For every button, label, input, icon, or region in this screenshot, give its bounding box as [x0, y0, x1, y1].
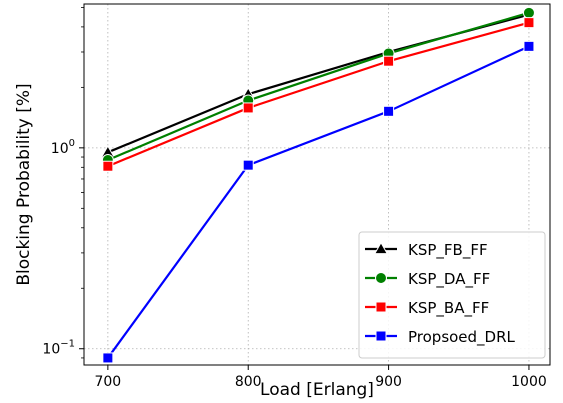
data-point — [242, 102, 254, 114]
data-point — [383, 105, 395, 117]
data-point — [522, 6, 535, 19]
x-tick-label: 700 — [94, 374, 121, 390]
series-line — [107, 21, 530, 168]
legend-label: Propsoed_DRL — [408, 328, 516, 347]
legend-label: KSP_BA_FF — [408, 299, 489, 318]
series-layer — [100, 6, 537, 364]
legend-marker — [375, 272, 387, 284]
legend-marker — [375, 301, 387, 313]
x-tick-label: 800 — [235, 374, 262, 390]
legend-box — [358, 231, 546, 359]
series-line — [107, 11, 530, 162]
legend: KSP_FB_FF KSP_DA_FF KSP_BA_FF Propsoed_DRL — [358, 231, 546, 359]
legend-label: KSP_FB_FF — [408, 241, 488, 260]
series-propsoed_drl — [102, 40, 535, 364]
data-point — [523, 40, 535, 52]
y-tick-label: 10−1 — [42, 339, 75, 358]
data-point — [523, 17, 535, 29]
y-tick-label-base: 10 — [51, 141, 69, 157]
y-tick-label: 100 — [51, 138, 75, 157]
legend-item: KSP_BA_FF — [365, 299, 489, 318]
legend-label: KSP_DA_FF — [408, 270, 490, 289]
x-tick-label: 1000 — [511, 374, 547, 390]
x-tick-label: 900 — [375, 374, 402, 390]
series-line — [106, 45, 530, 359]
plot-area-frame — [83, 3, 551, 366]
data-point — [383, 55, 395, 67]
y-tick-label-exponent: −1 — [60, 339, 75, 350]
y-tick-label-base: 10 — [42, 342, 60, 358]
data-point — [242, 159, 254, 171]
x-axis-label: Load [Erlang] — [260, 380, 374, 400]
data-point — [102, 160, 114, 172]
data-point — [102, 352, 114, 364]
legend-item: Propsoed_DRL — [365, 328, 516, 347]
legend-item: KSP_DA_FF — [365, 270, 490, 289]
y-tick-label-exponent: 0 — [69, 138, 75, 149]
y-axis-label: Blocking Probability [%] — [14, 83, 34, 285]
series-ksp_ba_ff — [102, 17, 535, 172]
legend-marker — [375, 330, 387, 342]
legend-item: KSP_FB_FF — [365, 241, 488, 260]
legend-marker — [373, 241, 389, 255]
